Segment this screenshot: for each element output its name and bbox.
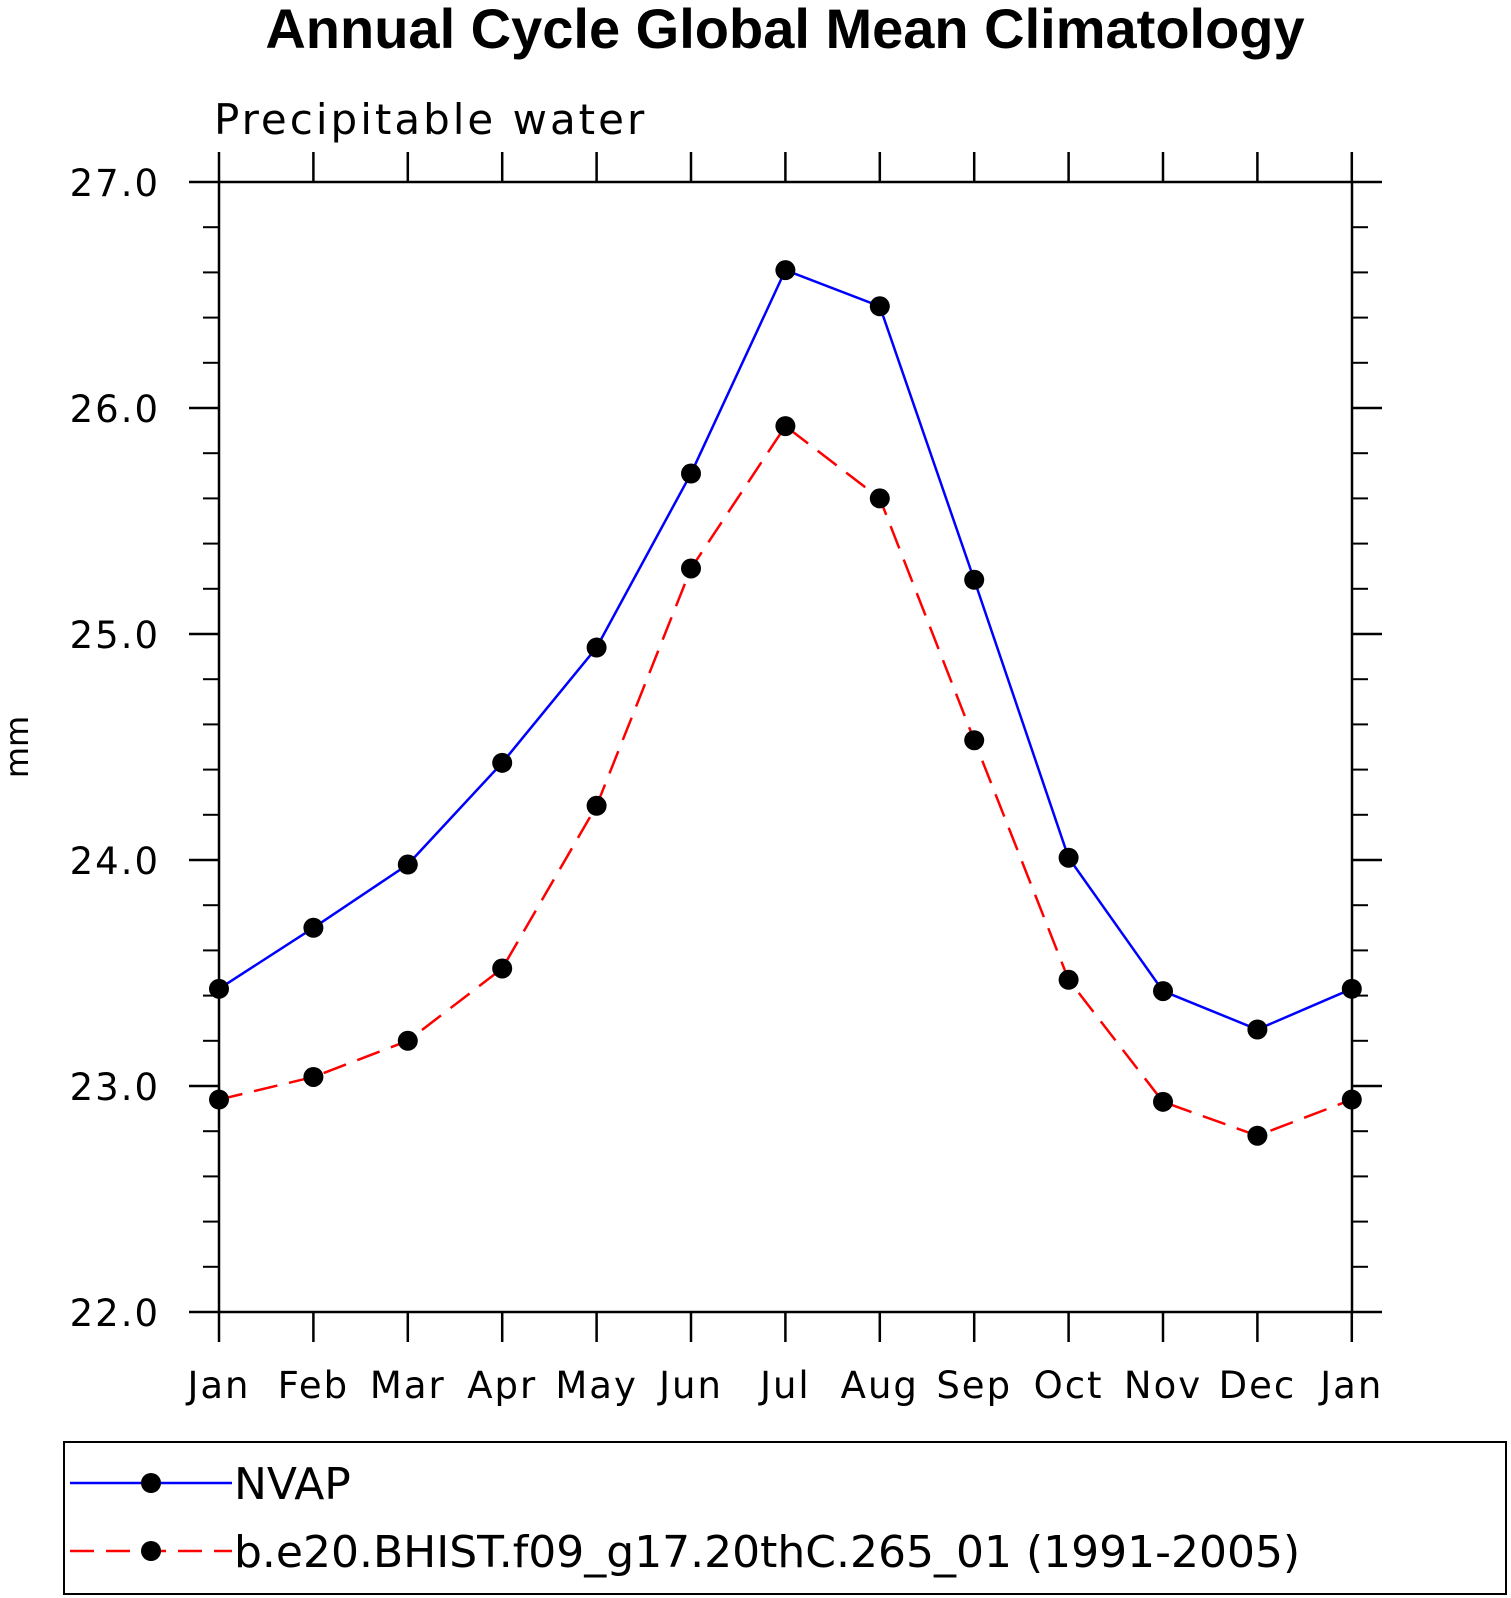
axes: 22.0 23.0 24.0 25.0 26.0 27.0 Jan Feb Mar Apr May J… <box>70 152 1383 1407</box>
legend-label-nvap: NVAP <box>234 1459 351 1510</box>
data-point <box>303 917 324 938</box>
data-point <box>1153 1091 1173 1112</box>
y-tick-label: 23.0 <box>70 1066 160 1109</box>
data-point <box>1153 981 1173 1002</box>
y-tick-label: 22.0 <box>70 1292 160 1335</box>
x-tick-label: Jan <box>1318 1364 1383 1407</box>
y-axis-label: mm <box>0 716 36 778</box>
data-point <box>681 463 701 484</box>
x-tick-label: May <box>555 1364 638 1407</box>
data-point <box>209 1089 229 1110</box>
data-point <box>869 488 890 509</box>
legend-label-model: b.e20.BHIST.f09_g17.20thC.265_01 (1991-2… <box>234 1527 1300 1578</box>
data-point <box>964 569 985 590</box>
data-point <box>775 416 796 437</box>
x-tick-label: Apr <box>467 1364 537 1407</box>
data-point <box>586 637 607 658</box>
legend-item-model: b.e20.BHIST.f09_g17.20thC.265_01 (1991-2… <box>70 1527 1300 1578</box>
series-0 <box>209 260 1362 1040</box>
data-point <box>775 260 796 281</box>
data-point <box>492 958 513 979</box>
series-line-1 <box>218 424 1353 1138</box>
x-tick-label: Dec <box>1219 1364 1297 1407</box>
data-point <box>397 854 418 875</box>
chart-subtitle: Precipitable water <box>214 95 647 144</box>
data-point <box>964 730 985 751</box>
y-tick-label: 25.0 <box>70 614 160 657</box>
x-tick-label: Feb <box>278 1364 350 1407</box>
data-point <box>586 795 607 816</box>
data-point <box>1341 1089 1362 1110</box>
data-point <box>397 1030 418 1051</box>
chart-title: Annual Cycle Global Mean Climatology <box>265 0 1304 60</box>
series-1 <box>209 416 1362 1146</box>
series-layer <box>209 260 1362 1146</box>
x-tick-label: Oct <box>1034 1364 1104 1407</box>
x-tick-label: Nov <box>1124 1364 1202 1407</box>
x-tick-label: Jul <box>758 1364 811 1407</box>
legend-box <box>63 1441 1507 1595</box>
legend-item-nvap: NVAP <box>70 1459 351 1510</box>
data-point <box>1341 978 1362 999</box>
data-point <box>1058 847 1079 868</box>
data-point <box>869 296 890 317</box>
y-tick-label: 24.0 <box>70 840 160 883</box>
data-point <box>209 978 229 999</box>
x-tick-label: Mar <box>370 1364 446 1407</box>
data-point <box>681 558 701 579</box>
y-tick-label: 27.0 <box>70 162 160 205</box>
data-point <box>1058 969 1079 990</box>
data-point <box>303 1066 324 1087</box>
series-line-0 <box>218 268 1353 1031</box>
legend-marker-nvap <box>141 1473 161 1493</box>
data-point <box>1247 1125 1268 1146</box>
data-point <box>1247 1019 1268 1040</box>
x-tick-label: Jun <box>657 1364 723 1407</box>
legend-marker-model <box>141 1541 161 1561</box>
x-tick-label: Aug <box>841 1364 919 1407</box>
x-tick-label: Jan <box>185 1364 250 1407</box>
plot-frame <box>217 180 1354 1314</box>
y-tick-label: 26.0 <box>70 388 160 431</box>
x-tick-label: Sep <box>936 1364 1012 1407</box>
data-point <box>492 752 513 773</box>
